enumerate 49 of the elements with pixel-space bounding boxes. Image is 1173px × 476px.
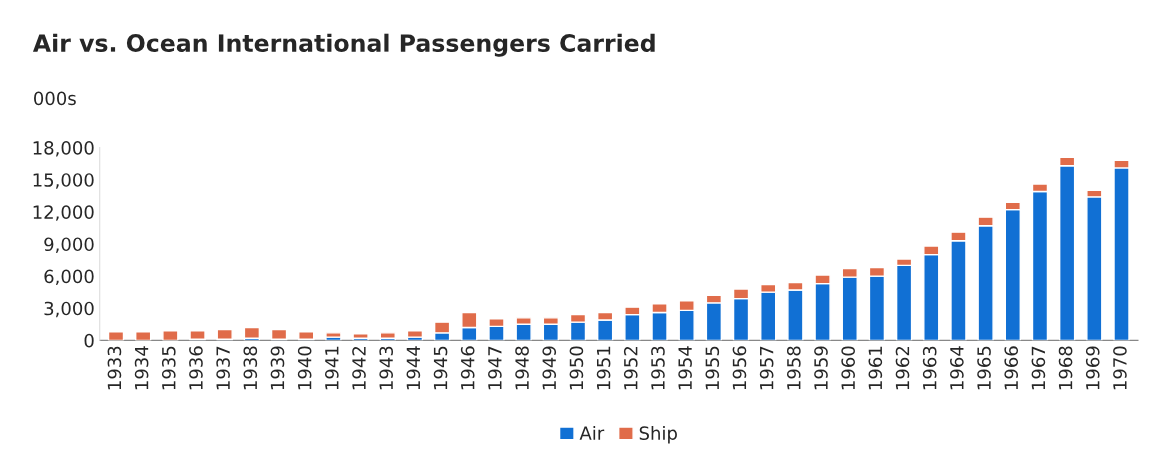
y-tick-label: 0 bbox=[84, 333, 94, 348]
x-tick-label: 1934 bbox=[134, 346, 149, 390]
x-tick-label: 1949 bbox=[542, 346, 557, 390]
x-tick-label: 1966 bbox=[1004, 346, 1019, 390]
y-tick-label: 6,000 bbox=[44, 269, 94, 286]
x-tick-label: 1950 bbox=[569, 346, 584, 390]
x-tick-label: 1933 bbox=[107, 346, 122, 390]
y-tick-label: 9,000 bbox=[44, 237, 94, 253]
legend-label: Air bbox=[579, 425, 605, 440]
y-tick-label: 12,000 bbox=[33, 205, 94, 221]
x-tick-label: 1951 bbox=[596, 346, 611, 390]
x-tick-label: 1939 bbox=[270, 346, 285, 390]
x-tick-label: 1963 bbox=[922, 346, 937, 390]
x-tick-label: 1942 bbox=[352, 347, 366, 390]
x-tick-label: 1947 bbox=[488, 346, 502, 390]
y-axis-title: 000s bbox=[34, 91, 76, 106]
x-tick-label: 1957 bbox=[759, 346, 774, 390]
x-tick-label: 1945 bbox=[433, 346, 448, 390]
x-tick-label: 1954 bbox=[678, 346, 692, 390]
x-tick-label: 1953 bbox=[651, 346, 665, 390]
x-tick-label: 1938 bbox=[243, 346, 258, 390]
x-tick-label: 1962 bbox=[895, 347, 910, 390]
y-tick-label: 18,000 bbox=[33, 141, 94, 157]
x-tick-label: 1948 bbox=[515, 346, 529, 390]
x-tick-label: 1965 bbox=[977, 346, 991, 390]
x-tick-label: 1960 bbox=[841, 346, 855, 390]
x-tick-label: 1969 bbox=[1085, 346, 1100, 390]
x-tick-label: 1959 bbox=[814, 346, 828, 390]
y-tick-label: 3,000 bbox=[44, 301, 94, 318]
chart-title: Air vs. Ocean International Passengers Carried bbox=[32, 33, 655, 57]
x-tick-label: 1940 bbox=[297, 346, 312, 390]
legend-label: Ship bbox=[639, 425, 677, 444]
x-tick-label: 1967 bbox=[1031, 346, 1046, 390]
x-tick-label: 1943 bbox=[379, 346, 393, 390]
x-tick-label: 1961 bbox=[868, 346, 883, 390]
x-tick-label: 1964 bbox=[950, 346, 964, 390]
x-tick-label: 1958 bbox=[786, 346, 801, 390]
x-tick-label: 1952 bbox=[623, 347, 638, 390]
x-tick-label: 1955 bbox=[705, 346, 720, 390]
x-tick-label: 1970 bbox=[1113, 346, 1127, 390]
x-tick-label: 1968 bbox=[1058, 346, 1073, 390]
x-tick-label: 1956 bbox=[732, 346, 747, 390]
x-tick-label: 1946 bbox=[460, 346, 475, 390]
x-tick-label: 1941 bbox=[325, 346, 339, 390]
x-tick-label: 1935 bbox=[161, 346, 176, 390]
y-tick-label: 15,000 bbox=[33, 173, 94, 189]
x-tick-label: 1937 bbox=[216, 346, 230, 390]
x-tick-label: 1936 bbox=[189, 346, 203, 390]
x-tick-label: 1944 bbox=[406, 346, 421, 390]
